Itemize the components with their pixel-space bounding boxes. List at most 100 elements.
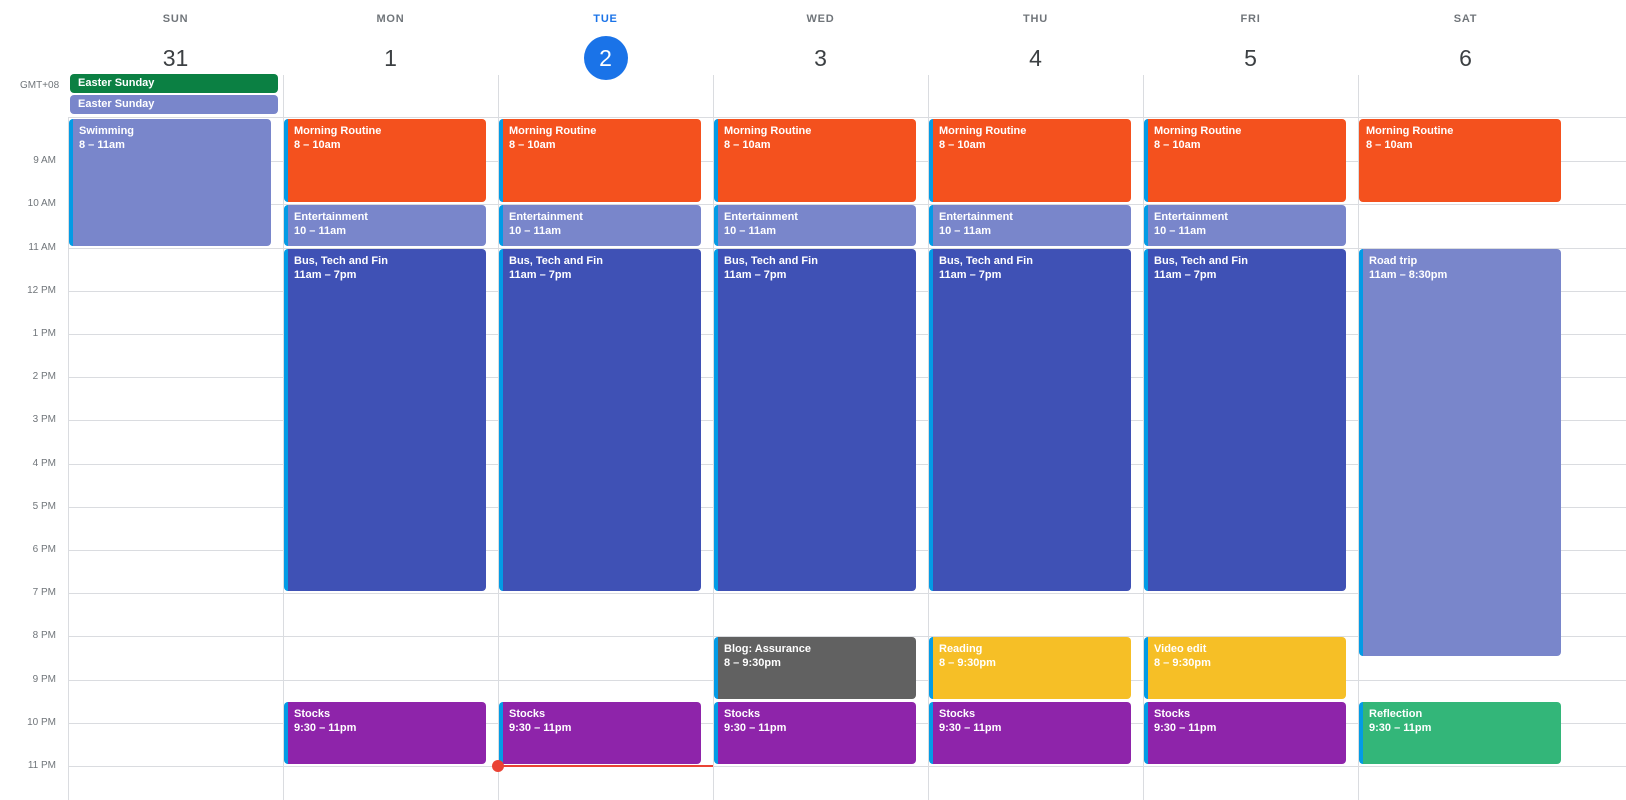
- event-time: 8 – 10am: [509, 139, 556, 151]
- day-header-sat[interactable]: SAT 6: [1358, 0, 1573, 75]
- event-title: Bus, Tech and Fin: [1154, 254, 1248, 267]
- event-title: Entertainment: [509, 211, 583, 224]
- event-title: Reflection: [1369, 708, 1423, 721]
- event-title: Blog: Assurance: [724, 643, 812, 656]
- hour-label: 7 PM: [32, 587, 56, 598]
- calendar-event[interactable]: Bus, Tech and Fin 11am – 7pm: [499, 248, 701, 592]
- day-number[interactable]: 4: [1029, 45, 1042, 71]
- event-time: 8 – 10am: [1366, 139, 1413, 151]
- day-header-mon[interactable]: MON 1: [283, 0, 498, 75]
- day-header-fri[interactable]: FRI 5: [1143, 0, 1358, 75]
- day-header-sun[interactable]: SUN 31: [68, 0, 283, 75]
- hour-label: 9 PM: [32, 674, 56, 685]
- day-header-tue[interactable]: TUE 2: [498, 0, 713, 80]
- calendar-event[interactable]: Entertainment 10 – 11am: [1144, 205, 1346, 246]
- calendar-event[interactable]: Stocks 9:30 – 11pm: [284, 702, 486, 764]
- calendar-event[interactable]: Morning Routine 8 – 10am: [499, 119, 701, 203]
- hour-label: 6 PM: [32, 544, 56, 555]
- event-title: Road trip: [1369, 254, 1418, 267]
- column-divider: [1358, 75, 1359, 800]
- calendar-event[interactable]: Morning Routine 8 – 10am: [1359, 119, 1561, 203]
- calendar-event[interactable]: Bus, Tech and Fin 11am – 7pm: [1144, 248, 1346, 592]
- day-number[interactable]: 31: [162, 45, 189, 71]
- calendar-event[interactable]: Morning Routine 8 – 10am: [929, 119, 1131, 203]
- event-time: 11am – 7pm: [509, 268, 572, 281]
- timezone-label: GMT+08: [20, 80, 60, 91]
- calendar-event[interactable]: Blog: Assurance 8 – 9:30pm: [714, 637, 916, 700]
- calendar-event[interactable]: Entertainment 10 – 11am: [714, 205, 916, 246]
- day-name: MON: [376, 13, 405, 25]
- day-number[interactable]: 2: [583, 36, 628, 80]
- calendar-event[interactable]: Morning Routine 8 – 10am: [284, 119, 486, 203]
- event-title: Morning Routine: [939, 125, 1027, 137]
- day-number[interactable]: 6: [1459, 45, 1472, 71]
- calendar-event[interactable]: Video edit 8 – 9:30pm: [1144, 637, 1346, 700]
- calendar-event[interactable]: Road trip 11am – 8:30pm: [1359, 248, 1561, 656]
- day-number[interactable]: 1: [384, 45, 397, 71]
- event-title: Morning Routine: [724, 125, 812, 137]
- event-time: 11am – 7pm: [294, 268, 357, 281]
- event-time: 9:30 – 11pm: [939, 722, 1002, 735]
- hour-label: 12 PM: [27, 285, 56, 296]
- hour-gridline: [68, 593, 1626, 594]
- event-time: 11am – 7pm: [1154, 268, 1217, 281]
- event-time: 11am – 7pm: [724, 268, 787, 281]
- hour-label: 1 PM: [32, 328, 56, 339]
- event-time: 9:30 – 11pm: [1369, 722, 1432, 735]
- day-header-wed[interactable]: WED 3: [713, 0, 928, 75]
- column-divider: [498, 75, 499, 800]
- day-name: THU: [1022, 13, 1048, 25]
- event-time: 9:30 – 11pm: [724, 722, 787, 735]
- event-title: Video edit: [1154, 643, 1207, 656]
- event-time: 10 – 11am: [939, 225, 991, 238]
- event-title: Stocks: [294, 708, 331, 721]
- calendar-event[interactable]: Bus, Tech and Fin 11am – 7pm: [284, 248, 486, 592]
- calendar-event[interactable]: Entertainment 10 – 11am: [929, 205, 1131, 246]
- calendar-event[interactable]: Morning Routine 8 – 10am: [1144, 119, 1346, 203]
- calendar-event[interactable]: Morning Routine 8 – 10am: [714, 119, 916, 203]
- event-time: 10 – 11am: [509, 225, 561, 238]
- event-title: Swimming: [79, 125, 135, 137]
- day-name: WED: [806, 13, 835, 25]
- event-time: 9:30 – 11pm: [294, 722, 357, 735]
- event-title: Bus, Tech and Fin: [294, 254, 388, 267]
- event-title: Entertainment: [724, 211, 798, 224]
- allday-event[interactable]: Easter Sunday: [70, 95, 278, 114]
- calendar-event[interactable]: Stocks 9:30 – 11pm: [499, 702, 701, 764]
- day-number[interactable]: 3: [814, 45, 827, 71]
- calendar-event[interactable]: Bus, Tech and Fin 11am – 7pm: [929, 248, 1131, 592]
- hour-label: 5 PM: [32, 501, 56, 512]
- calendar-event[interactable]: Entertainment 10 – 11am: [284, 205, 486, 246]
- day-name: TUE: [593, 13, 618, 25]
- calendar-event[interactable]: Stocks 9:30 – 11pm: [1144, 702, 1346, 764]
- allday-event[interactable]: Easter Sunday: [70, 74, 278, 93]
- calendar-event[interactable]: Entertainment 10 – 11am: [499, 205, 701, 246]
- event-time: 11am – 8:30pm: [1369, 268, 1448, 281]
- column-divider: [928, 75, 929, 800]
- event-time: 10 – 11am: [1154, 225, 1206, 238]
- event-title: Entertainment: [1154, 211, 1228, 224]
- calendar-event[interactable]: Reflection 9:30 – 11pm: [1359, 702, 1561, 764]
- allday-divider: [68, 117, 1626, 118]
- event-time: 8 – 10am: [939, 139, 986, 151]
- event-time: 8 – 9:30pm: [1154, 657, 1211, 670]
- current-time-line: [498, 765, 713, 767]
- event-title: Bus, Tech and Fin: [724, 254, 818, 267]
- event-title: Stocks: [939, 708, 976, 721]
- event-title: Reading: [939, 643, 983, 656]
- day-number[interactable]: 5: [1244, 45, 1257, 71]
- calendar-event[interactable]: Stocks 9:30 – 11pm: [714, 702, 916, 764]
- event-title: Bus, Tech and Fin: [939, 254, 1033, 267]
- hour-label: 3 PM: [32, 414, 56, 425]
- event-time: 9:30 – 11pm: [509, 722, 572, 735]
- event-title: Entertainment: [294, 211, 368, 224]
- day-header-thu[interactable]: THU 4: [928, 0, 1143, 75]
- event-title: Morning Routine: [509, 125, 597, 137]
- calendar-event[interactable]: Bus, Tech and Fin 11am – 7pm: [714, 248, 916, 592]
- day-name: FRI: [1240, 13, 1261, 25]
- hour-label: 8 PM: [32, 630, 56, 641]
- calendar-event[interactable]: Reading 8 – 9:30pm: [929, 637, 1131, 700]
- calendar-event[interactable]: Swimming 8 – 11am: [69, 119, 271, 246]
- calendar-event[interactable]: Stocks 9:30 – 11pm: [929, 702, 1131, 764]
